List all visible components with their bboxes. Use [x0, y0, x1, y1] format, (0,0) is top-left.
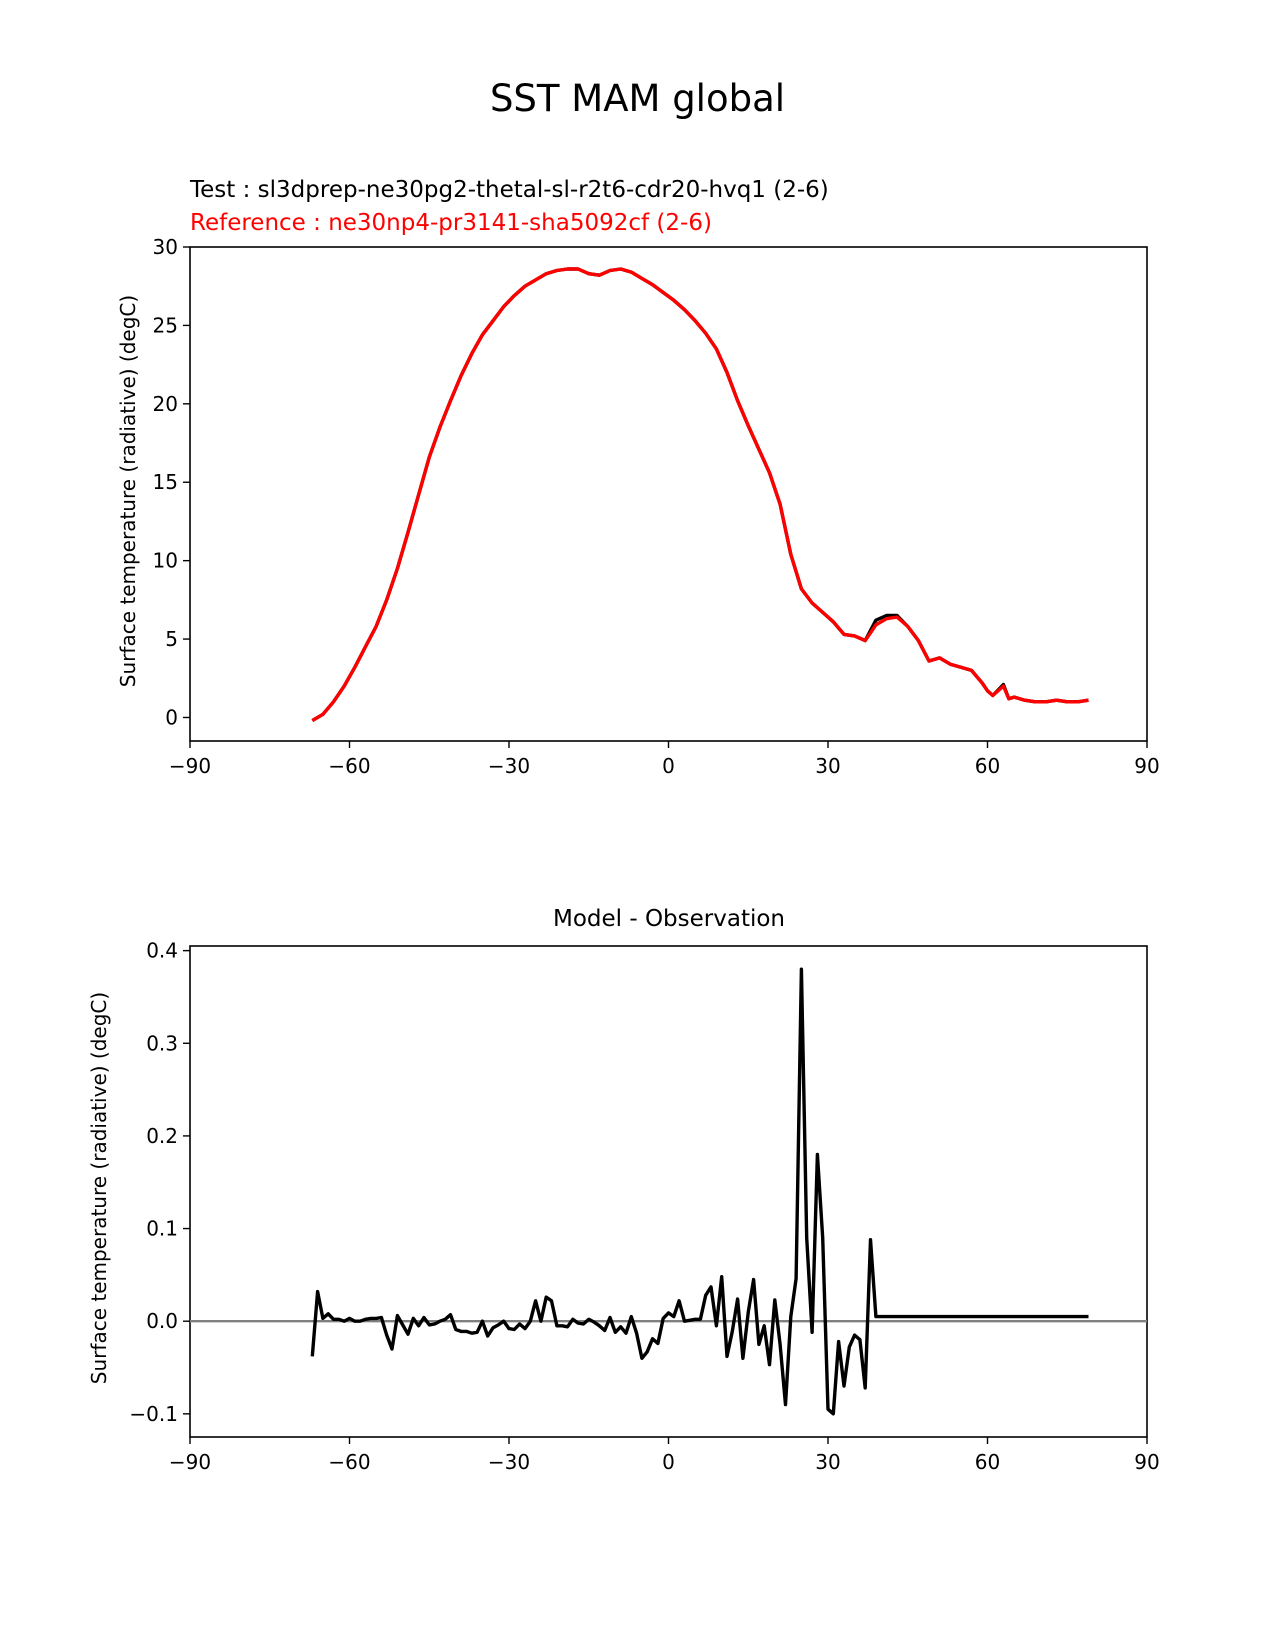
- bottom-x-tick-label: 60: [975, 1450, 1000, 1474]
- bottom-y-axis-label: Surface temperature (radiative) (degC): [87, 992, 111, 1384]
- top-y-tick-label: 20: [153, 392, 178, 416]
- bottom-plot-frame: [189, 945, 1148, 1438]
- bottom-y-tick-label: −0.1: [129, 1402, 178, 1426]
- top-plot-frame: [189, 246, 1148, 742]
- top-reference-series-line: [311, 267, 1089, 723]
- top-panel: Test : sl3dprep-ne30pg2-thetal-sl-r2t6-c…: [116, 177, 1160, 778]
- bottom-plot-area: −90 −60 −30 0 30 60 90 −0.1 0.0 0.1 0.2 0.3 0.4: [129, 939, 1159, 1474]
- top-x-tick-label: −30: [488, 754, 530, 778]
- top-y-tick-label: 10: [153, 549, 178, 573]
- bottom-diff-series-line: [310, 967, 1089, 1416]
- top-y-axis-label: Surface temperature (radiative) (degC): [116, 295, 140, 687]
- bottom-x-tick-label: −90: [169, 1450, 211, 1474]
- top-x-tick-label: 90: [1134, 754, 1159, 778]
- figure-title: SST MAM global: [490, 77, 785, 120]
- bottom-y-tick-label: 0.3: [146, 1031, 178, 1055]
- top-y-tick-label: 15: [153, 470, 178, 494]
- top-y-tick-label: 5: [165, 627, 178, 651]
- bottom-x-tick-label: −30: [488, 1450, 530, 1474]
- bottom-x-tick-label: −60: [328, 1450, 370, 1474]
- top-x-tick-label: 30: [815, 754, 840, 778]
- bottom-y-tick-label: 0.1: [146, 1217, 178, 1241]
- top-x-tick-label: −60: [328, 754, 370, 778]
- bottom-x-tick-label: 0: [662, 1450, 675, 1474]
- top-test-series-line: [311, 267, 1089, 723]
- test-subtitle: Test : sl3dprep-ne30pg2-thetal-sl-r2t6-c…: [189, 177, 829, 203]
- bottom-y-tick-label: 0.4: [146, 939, 178, 963]
- bottom-x-tick-label: 90: [1134, 1450, 1159, 1474]
- reference-subtitle: Reference : ne30np4-pr3141-sha5092cf (2-…: [190, 210, 712, 236]
- top-y-tick-label: 30: [153, 235, 178, 259]
- bottom-x-tick-label: 30: [815, 1450, 840, 1474]
- top-plot-area: −90 −60 −30 0 30 60 90 0 5 10 15 20 25 30: [153, 235, 1160, 778]
- top-x-tick-label: 60: [975, 754, 1000, 778]
- top-x-tick-label: −90: [169, 754, 211, 778]
- top-y-tick-label: 25: [153, 313, 178, 337]
- top-x-tick-label: 0: [662, 754, 675, 778]
- bottom-y-tick-label: 0.0: [146, 1309, 178, 1333]
- bottom-panel: Model - Observation Surface temperature …: [87, 906, 1160, 1474]
- bottom-title: Model - Observation: [553, 906, 785, 932]
- top-y-tick-label: 0: [165, 705, 178, 729]
- bottom-y-tick-label: 0.2: [146, 1124, 178, 1148]
